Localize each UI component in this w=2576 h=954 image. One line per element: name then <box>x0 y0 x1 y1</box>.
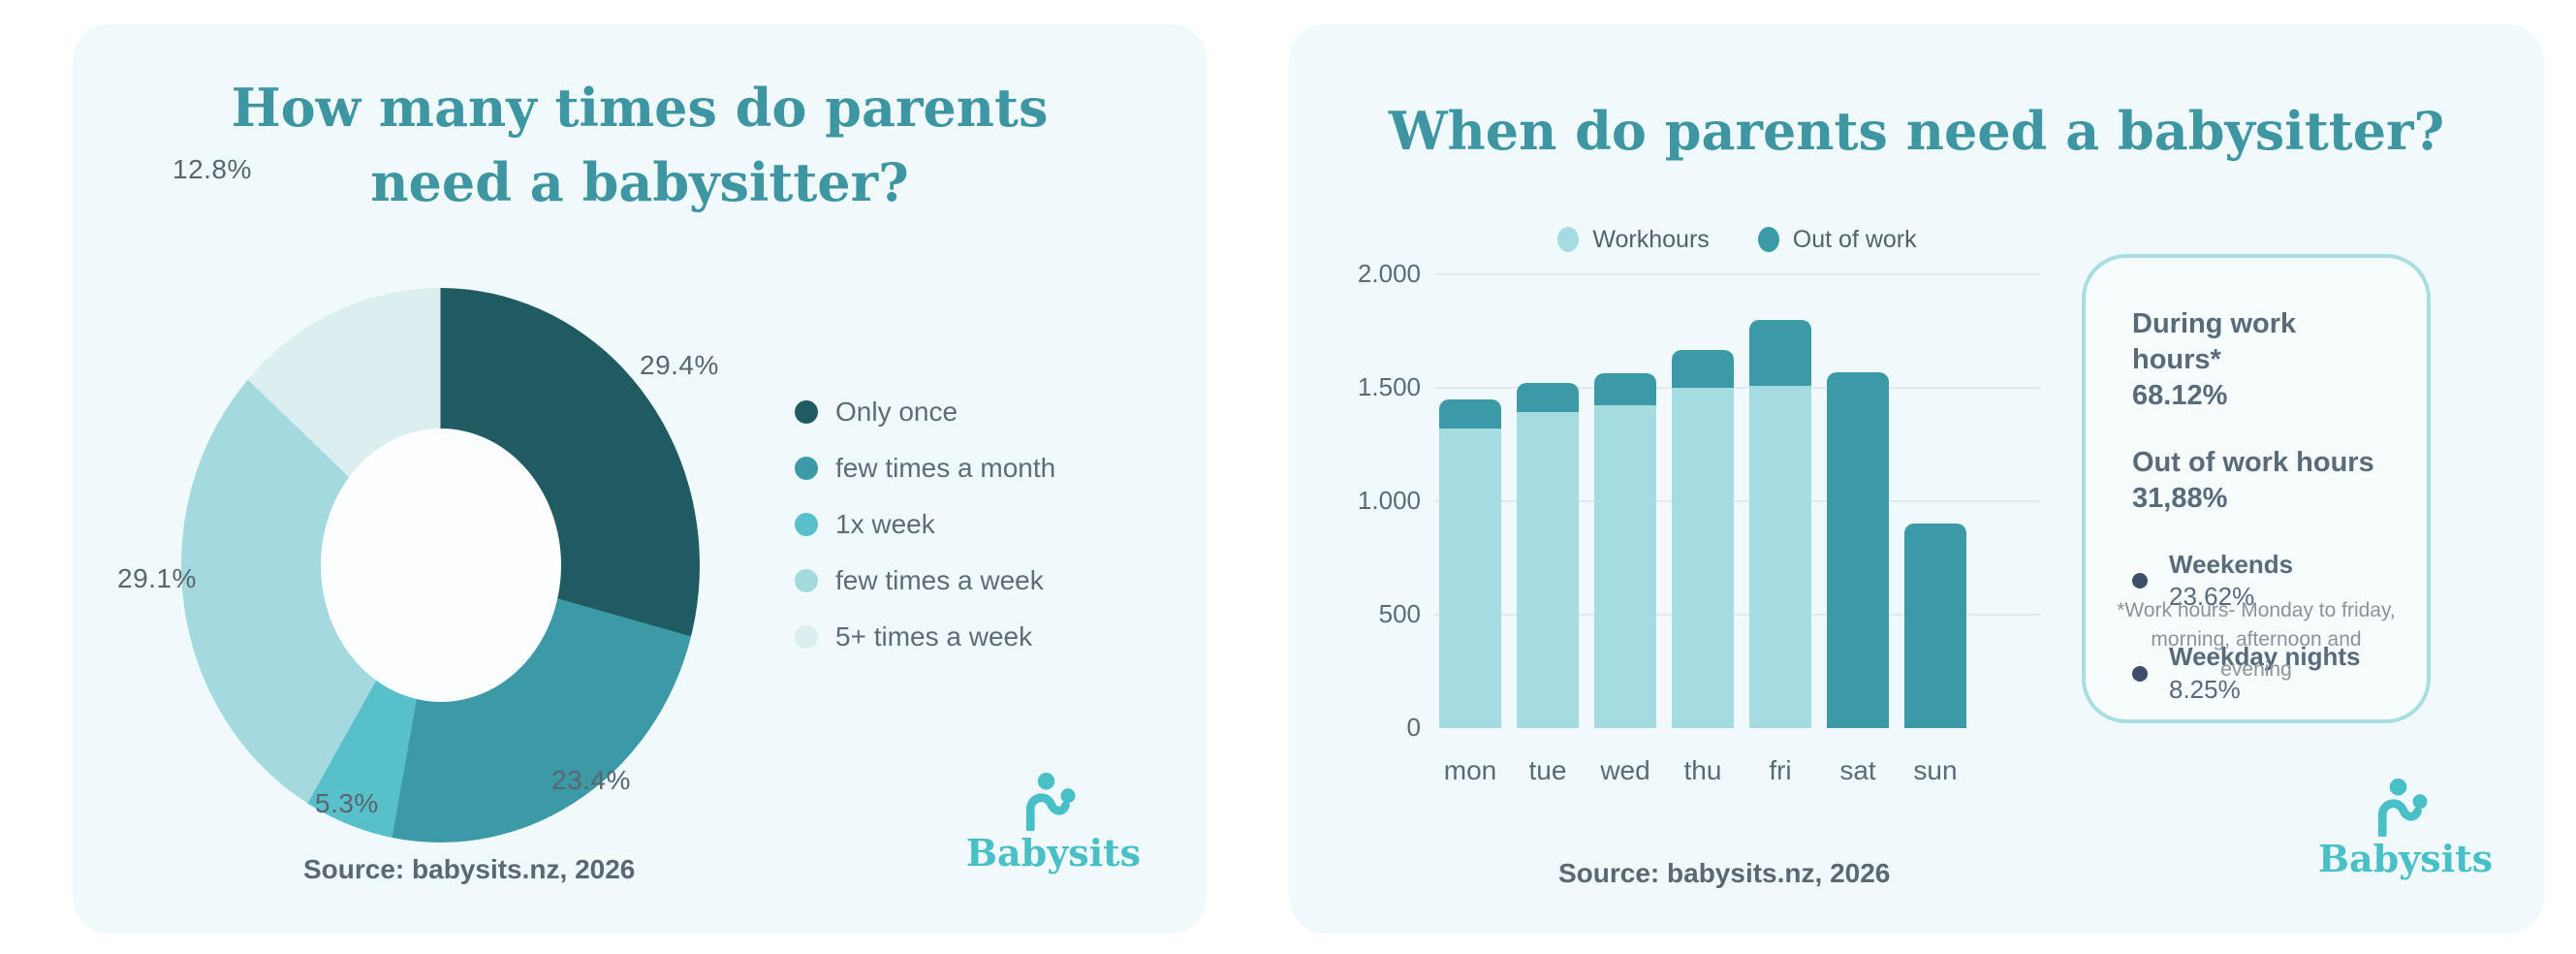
weekday-nights-label: Weekday nights <box>2169 642 2361 672</box>
babysits-logo: Babysits <box>947 773 1160 874</box>
bar-segment-workhours <box>1439 429 1501 728</box>
legend-dot-icon <box>795 513 818 536</box>
bullet-dot-icon <box>2132 665 2148 682</box>
legend-dot-icon <box>795 400 818 424</box>
out-of-work-hours-heading: Out of work hours <box>2132 447 2374 479</box>
donut-label-few-times-week: 29.1% <box>117 563 197 593</box>
bar-legend-item: Out of work <box>1757 225 1917 254</box>
babysits-logo-text: Babysits <box>2317 837 2494 880</box>
donut-chart-title-line2: need a babysitter? <box>370 150 909 213</box>
legend-dot-icon <box>795 569 818 592</box>
y-axis-tick-label: 2.000 <box>1357 259 1421 288</box>
donut-label-only-once: 29.4% <box>640 350 719 380</box>
x-axis-day-label: mon <box>1443 755 1497 785</box>
y-axis-tick-label: 1.500 <box>1357 372 1421 401</box>
bar-chart-plot: mon tue wed thu fri sat sun <box>1434 273 2040 785</box>
weekday-nights-bullet: Weekday nights 8.25% <box>2132 641 2392 707</box>
donut-legend-item: 1x week <box>795 509 1055 540</box>
donut-legend-item: few times a week <box>795 565 1055 596</box>
donut-chart-title-line1: How many times do parents <box>231 77 1049 139</box>
source-text: Source: babysits.nz, 2026 <box>303 854 636 884</box>
donut-legend-item: Only once <box>795 397 1055 428</box>
donut-legend: Only once few times a month 1x week few tim… <box>795 397 1055 652</box>
during-work-hours-heading: During work hours* <box>2132 308 2297 376</box>
bar-chart-legend: Workhours Out of work <box>1434 223 2040 256</box>
bar-chart-title: When do parents need a babysitter? <box>1388 100 2445 162</box>
bar-segment-out-of-work <box>1594 372 1656 405</box>
donut-legend-item: 5+ times a week <box>795 621 1055 652</box>
x-axis-day-label: fri <box>1769 755 1792 785</box>
bar-segment-workhours <box>1749 385 1811 728</box>
x-axis-day-label: sun <box>1913 755 1958 785</box>
donut-chart-card: How many times do parents need a babysit… <box>73 24 1207 934</box>
out-of-work-hours-value: 31,88% <box>2132 483 2228 515</box>
bar-legend-item: Workhours <box>1557 225 1710 254</box>
bar-segment-out-of-work <box>1827 371 1889 728</box>
donut-legend-item: few times a month <box>795 453 1055 484</box>
y-axis-tick-label: 500 <box>1378 599 1421 628</box>
bar-legend-label: Workhours <box>1592 225 1710 253</box>
babysits-logo-icon <box>2377 779 2428 837</box>
x-axis-day-label: thu <box>1683 755 1722 785</box>
bar-segment-out-of-work <box>1749 319 1811 386</box>
legend-dot-icon <box>795 457 818 480</box>
bar-segment-workhours <box>1517 411 1579 728</box>
donut-label-few-times-month: 23.4% <box>551 765 631 795</box>
during-work-hours-value: 68.12% <box>2132 380 2228 412</box>
gridline <box>1434 387 2040 389</box>
bar-legend-label: Out of work <box>1792 225 1917 253</box>
bullet-dot-icon <box>2132 573 2148 589</box>
gridline <box>1434 500 2040 502</box>
legend-dot-icon <box>1757 227 1779 252</box>
donut-legend-label: 1x week <box>835 509 935 539</box>
bar-segment-workhours <box>1594 404 1656 728</box>
donut-legend-label: few times a week <box>835 565 1044 595</box>
y-axis-tick-label: 1.000 <box>1357 486 1421 515</box>
donut-legend-label: Only once <box>835 397 958 427</box>
info-panel: During work hours* 68.12% Out of work ho… <box>2082 254 2431 723</box>
weekday-nights-value: 8.25% <box>2169 674 2241 704</box>
donut-chart-title: How many times do parents need a babysit… <box>73 71 1207 219</box>
donut-label-5plus-times-week: 12.8% <box>173 154 252 184</box>
weekends-label: Weekends <box>2169 549 2294 579</box>
babysits-logo-icon <box>1025 773 1076 831</box>
babysits-logo-text: Babysits <box>965 831 1142 874</box>
donut-hole <box>320 429 561 702</box>
x-axis-day-label: wed <box>1600 755 1650 785</box>
gridline <box>1434 614 2040 616</box>
x-axis-day-label: sat <box>1839 755 1876 785</box>
bar-segment-workhours <box>1672 388 1734 728</box>
legend-dot-icon <box>1557 227 1580 252</box>
gridline <box>1434 273 2040 275</box>
source-text: Source: babysits.nz, 2026 <box>1558 858 1891 888</box>
donut-legend-label: few times a month <box>835 453 1056 483</box>
bar-segment-out-of-work <box>1672 350 1734 388</box>
babysits-logo: Babysits <box>2299 779 2512 880</box>
donut-chart <box>181 288 700 843</box>
weekends-bullet: Weekends 23.62% <box>2132 549 2392 615</box>
work-hours-footnote: *Work hours- Monday to friday, morning, … <box>2117 598 2396 681</box>
weekends-value: 23.62% <box>2169 582 2255 612</box>
bar-segment-out-of-work <box>1904 524 1966 728</box>
bar-segment-out-of-work <box>1517 383 1579 412</box>
donut-legend-label: 5+ times a week <box>835 621 1033 652</box>
donut-label-1x-week: 5.3% <box>315 788 379 818</box>
bar-segment-out-of-work <box>1439 398 1501 429</box>
x-axis-day-label: tue <box>1528 755 1567 785</box>
y-axis-tick-label: 0 <box>1406 713 1421 742</box>
bar-chart-card: When do parents need a babysitter? Workh… <box>1289 24 2544 934</box>
legend-dot-icon <box>795 625 818 649</box>
